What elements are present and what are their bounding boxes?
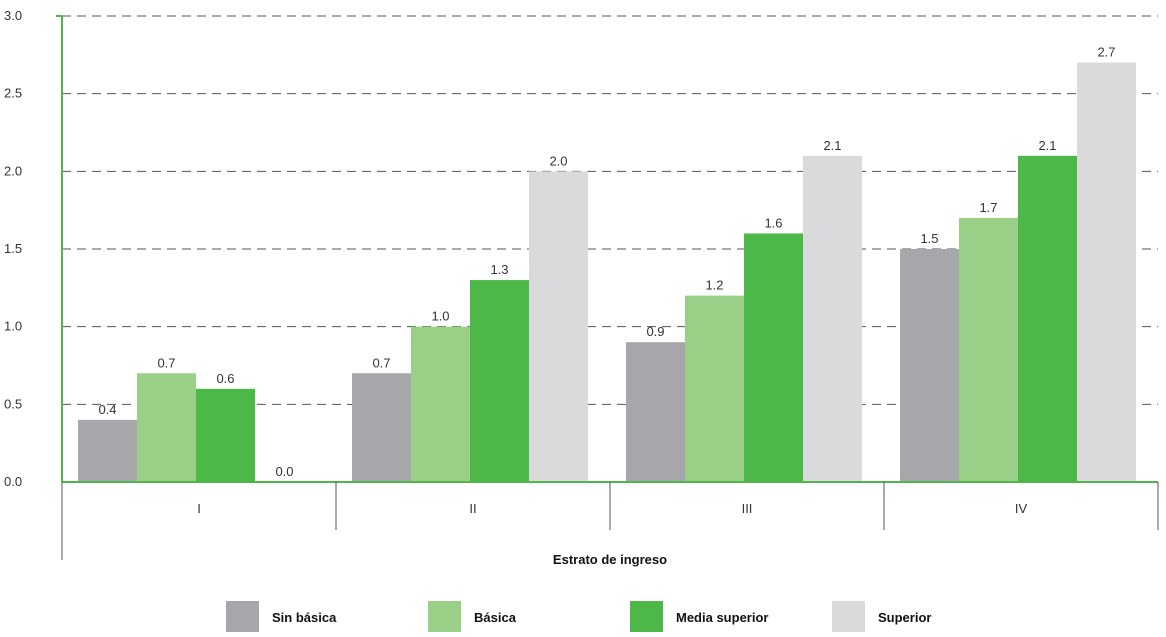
legend-label: Básica xyxy=(474,610,517,625)
y-tick-label: 2.5 xyxy=(4,86,22,101)
data-label: 1.6 xyxy=(764,215,782,230)
y-tick-label: 1.0 xyxy=(4,319,22,334)
bar xyxy=(1077,62,1136,482)
bar xyxy=(529,171,588,483)
data-label: 1.7 xyxy=(979,200,997,215)
x-tick-label: II xyxy=(469,501,476,516)
data-label: 1.5 xyxy=(920,231,938,246)
data-labels: 0.4 0.7 0.9 1.5 0.7 1.0 1.2 1.7 0.6 1.3 1.6 2.1 0.0 2… xyxy=(98,45,1115,479)
legend-label: Sin básica xyxy=(272,610,337,625)
bar xyxy=(900,249,959,482)
data-label: 2.1 xyxy=(1038,138,1056,153)
bar xyxy=(470,280,529,482)
bar xyxy=(685,295,744,482)
y-tick-label: 0.5 xyxy=(4,396,22,411)
bar xyxy=(196,388,255,482)
gridlines xyxy=(62,15,1158,405)
data-label: 1.2 xyxy=(705,278,723,293)
data-label: 2.1 xyxy=(823,138,841,153)
legend: Sin básica Básica Media superior Superior xyxy=(226,601,931,634)
y-tick-label: 1.5 xyxy=(4,241,22,256)
bar xyxy=(137,373,196,482)
bars xyxy=(78,62,1136,483)
data-label: 2.7 xyxy=(1097,45,1115,60)
bar xyxy=(352,373,411,482)
data-label: 0.7 xyxy=(372,355,390,370)
legend-label: Media superior xyxy=(676,610,768,625)
legend-label: Superior xyxy=(878,610,931,625)
x-tick-label: I xyxy=(197,501,201,516)
y-axis-ticks: 0.0 0.5 1.0 1.5 2.0 2.5 3.0 xyxy=(4,8,22,489)
data-label: 0.0 xyxy=(275,464,293,479)
bar xyxy=(626,342,685,482)
y-tick-label: 0.0 xyxy=(4,474,22,489)
bar xyxy=(959,217,1018,482)
data-label: 1.0 xyxy=(431,309,449,324)
data-label: 0.4 xyxy=(98,402,116,417)
legend-swatch xyxy=(226,601,259,634)
y-tick-label: 2.0 xyxy=(4,163,22,178)
y-tick-label: 3.0 xyxy=(4,8,22,23)
legend-swatch xyxy=(832,601,865,634)
legend-swatch xyxy=(428,601,461,634)
data-label: 0.6 xyxy=(216,371,234,386)
x-tick-label: III xyxy=(742,501,753,516)
x-axis-categories: I II III IV xyxy=(61,482,1159,560)
data-label: 0.9 xyxy=(646,324,664,339)
bar xyxy=(1018,155,1077,483)
bar xyxy=(744,233,803,482)
data-label: 1.3 xyxy=(490,262,508,277)
x-tick-label: IV xyxy=(1015,501,1028,516)
bar xyxy=(803,155,862,483)
data-label: 2.0 xyxy=(549,153,567,168)
legend-swatch xyxy=(630,601,663,634)
bar xyxy=(78,419,137,482)
x-axis-title: Estrato de ingreso xyxy=(553,552,667,567)
bar xyxy=(411,326,470,482)
data-label: 0.7 xyxy=(157,355,175,370)
